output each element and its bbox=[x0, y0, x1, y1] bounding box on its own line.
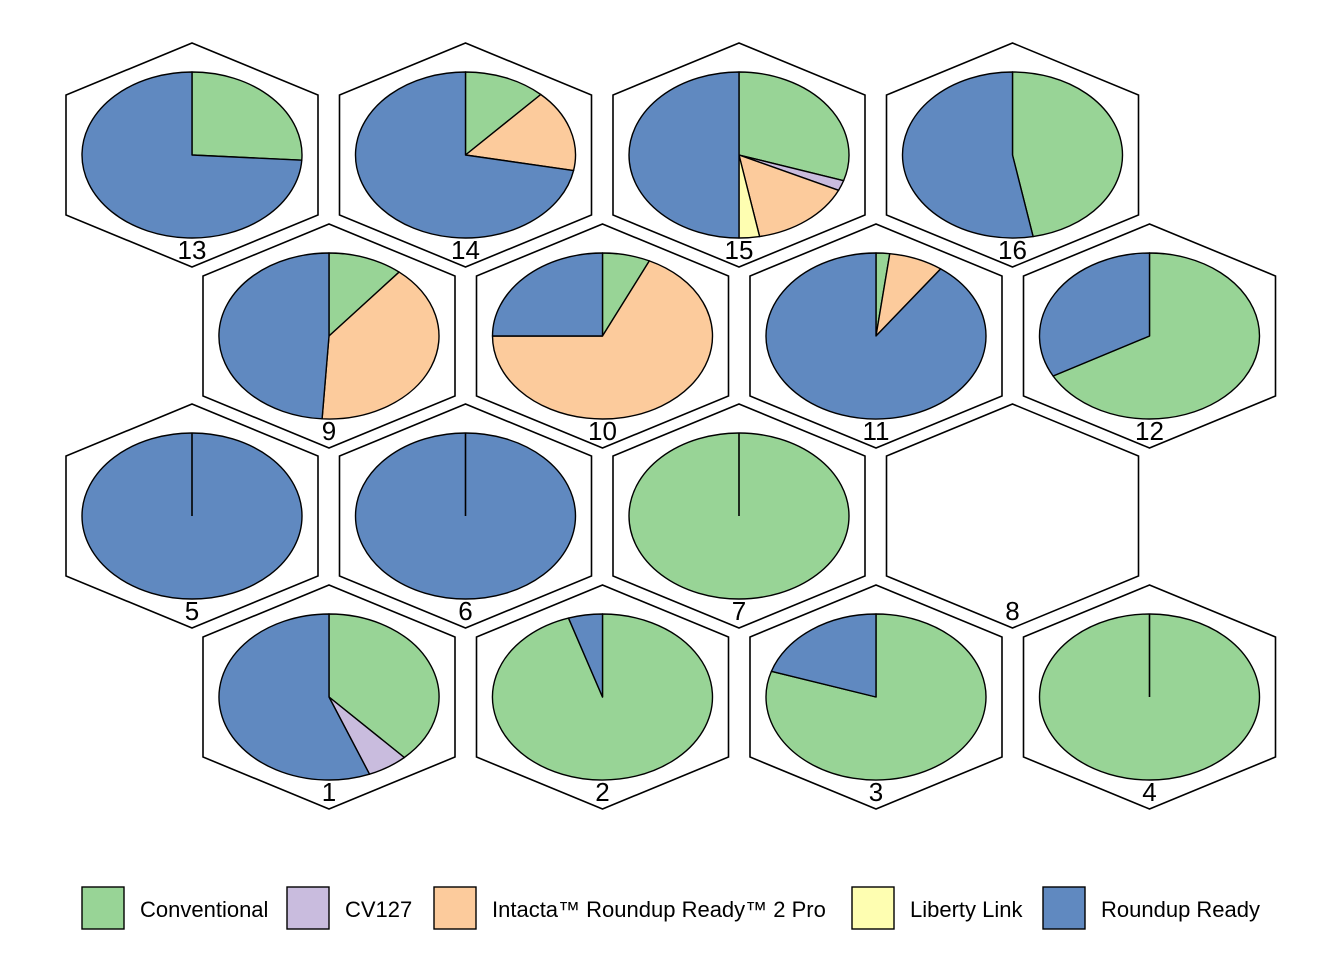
hex-cell-5: 5 bbox=[65, 403, 319, 629]
pie-slice-15-conventional bbox=[738, 71, 850, 182]
hex-cell-16: 16 bbox=[885, 42, 1140, 268]
legend-label: Roundup Ready bbox=[1101, 897, 1260, 922]
cell-label: 13 bbox=[178, 235, 207, 265]
legend-label: CV127 bbox=[345, 897, 412, 922]
pie-slice-16-conventional bbox=[1011, 71, 1124, 238]
legend: Conventional CV127 Intacta™ Roundup Ready™… bbox=[81, 886, 1260, 930]
hex-cell-9: 9 bbox=[202, 223, 456, 449]
cell-label: 12 bbox=[1135, 416, 1164, 446]
hex-cell-6: 6 bbox=[338, 403, 593, 629]
cell-label: 14 bbox=[451, 235, 480, 265]
legend-swatch bbox=[851, 886, 895, 930]
pie-slice-9-conventional bbox=[328, 252, 400, 337]
hex-cell-13: 13 bbox=[65, 42, 319, 268]
legend-label: Conventional bbox=[140, 897, 268, 922]
pie-slice-3-roundup-ready bbox=[770, 613, 877, 698]
pie-slice-1-conventional bbox=[328, 613, 440, 759]
cell-label: 1 bbox=[322, 777, 336, 807]
cell-label: 7 bbox=[732, 596, 746, 626]
legend-item: Liberty Link bbox=[851, 886, 1024, 930]
legend-item: Roundup Ready bbox=[1042, 886, 1260, 930]
pie-slice-10-roundup-ready bbox=[491, 252, 604, 337]
pie-slice-14-intacta-roundup-ready-2-pro bbox=[464, 93, 577, 172]
hex-cell-10: 10 bbox=[475, 223, 730, 449]
pie-slice-10-intacta-roundup-ready-2-pro bbox=[491, 260, 714, 420]
hex-cell-2: 2 bbox=[475, 584, 730, 810]
hex-cell-12: 12 bbox=[1022, 223, 1277, 449]
cell-label: 8 bbox=[1005, 596, 1019, 626]
legend-swatch bbox=[81, 886, 125, 930]
hex-cell-8: 8 bbox=[885, 403, 1140, 629]
legend-label: Liberty Link bbox=[910, 897, 1024, 922]
pie-slice-16-roundup-ready bbox=[901, 71, 1034, 239]
cell-label: 16 bbox=[998, 235, 1027, 265]
pie-slice-15-intacta-roundup-ready-2-pro bbox=[738, 154, 840, 238]
cell-label: 5 bbox=[185, 596, 199, 626]
legend-swatch bbox=[1042, 886, 1086, 930]
hex-cell-14: 14 bbox=[338, 42, 593, 268]
cell-label: 3 bbox=[869, 777, 883, 807]
pie-slice-9-intacta-roundup-ready-2-pro bbox=[321, 271, 440, 420]
legend-label: Intacta™ Roundup Ready™ 2 Pro bbox=[492, 897, 826, 922]
legend-item: Intacta™ Roundup Ready™ 2 Pro bbox=[433, 886, 826, 930]
pie-slice-1-roundup-ready bbox=[218, 613, 371, 781]
hex-cell-1: 1 bbox=[202, 584, 456, 810]
hex-cell-11: 11 bbox=[749, 223, 1003, 449]
cell-label: 15 bbox=[725, 235, 754, 265]
cell-label: 4 bbox=[1142, 777, 1156, 807]
pie-slice-13-roundup-ready bbox=[81, 71, 303, 239]
hexagon-outline bbox=[885, 403, 1140, 629]
legend-item: Conventional bbox=[81, 886, 268, 930]
pie-slice-12-conventional bbox=[1052, 252, 1261, 420]
cell-label: 2 bbox=[595, 777, 609, 807]
legend-item: CV127 bbox=[286, 886, 412, 930]
hex-cell-4: 4 bbox=[1022, 584, 1277, 810]
cell-label: 9 bbox=[322, 416, 336, 446]
hex-cell-15: 15 bbox=[612, 42, 866, 268]
cell-label: 11 bbox=[863, 416, 890, 446]
hex-cell-3: 3 bbox=[749, 584, 1003, 810]
pie-slice-14-roundup-ready bbox=[354, 71, 575, 239]
pie-slice-12-roundup-ready bbox=[1038, 252, 1151, 377]
pie-slice-14-conventional bbox=[464, 71, 542, 156]
legend-swatch bbox=[433, 886, 477, 930]
cell-label: 10 bbox=[588, 416, 617, 446]
legend-swatch bbox=[286, 886, 330, 930]
hex-cell-7: 7 bbox=[612, 403, 866, 629]
pie-slice-9-roundup-ready bbox=[218, 252, 330, 420]
pie-slice-2-roundup-ready bbox=[567, 613, 604, 698]
pie-slice-15-roundup-ready bbox=[628, 71, 740, 239]
pie-slice-13-conventional bbox=[191, 71, 303, 161]
cell-label: 6 bbox=[458, 596, 472, 626]
pie-slice-11-roundup-ready bbox=[765, 252, 987, 420]
